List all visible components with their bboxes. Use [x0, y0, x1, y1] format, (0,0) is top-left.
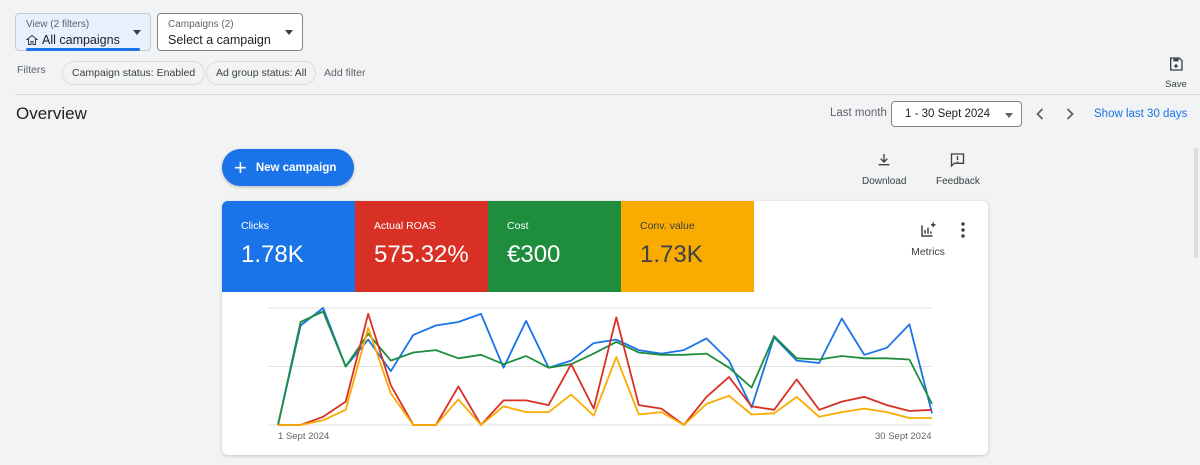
- chart-series-line-0: [277, 307, 933, 426]
- chevron-down-icon: [133, 30, 141, 35]
- download-icon: [878, 154, 890, 166]
- feedback-button[interactable]: Feedback: [936, 152, 980, 187]
- chart-series-line-3: [278, 327, 932, 426]
- x-axis-end-label: 30 Sept 2024: [875, 431, 932, 442]
- page-title: Overview: [16, 104, 87, 123]
- date-range-label: Last month: [830, 107, 887, 119]
- chevron-right-icon: [1066, 108, 1074, 120]
- x-axis-start-label: 1 Sept 2024: [278, 431, 330, 442]
- more-options-button[interactable]: [958, 221, 968, 239]
- save-button[interactable]: Save: [1160, 56, 1192, 90]
- metric-value: €300: [507, 241, 561, 268]
- chevron-left-icon: [1036, 108, 1044, 120]
- metric-name: Conv. value: [640, 220, 695, 232]
- scrollbar[interactable]: [1194, 148, 1198, 258]
- feedback-label: Feedback: [936, 176, 980, 187]
- metric-tile-cost[interactable]: Cost €300: [488, 201, 621, 292]
- filter-chip-campaign-status[interactable]: Campaign status: Enabled: [62, 61, 206, 85]
- campaign-selector-caption: Campaigns (2): [168, 19, 234, 30]
- view-selector[interactable]: View (2 filters) All campaigns: [15, 13, 151, 51]
- metric-tile-conv-value[interactable]: Conv. value 1.73K: [621, 201, 754, 292]
- save-icon: [1170, 57, 1183, 71]
- header-divider: [15, 94, 1200, 95]
- home-icon: [26, 34, 38, 45]
- download-label: Download: [862, 176, 907, 187]
- metric-value: 575.32%: [374, 241, 469, 268]
- add-chart-icon: [921, 222, 936, 237]
- view-selector-caption: View (2 filters): [26, 19, 90, 30]
- view-selector-label: All campaigns: [42, 33, 120, 47]
- overview-card: Clicks 1.78K Actual ROAS 575.32% Cost €3…: [222, 201, 988, 455]
- save-label: Save: [1165, 79, 1187, 90]
- new-campaign-button[interactable]: + New campaign: [222, 149, 354, 186]
- next-period-button[interactable]: [1060, 104, 1080, 124]
- more-vert-icon: [961, 222, 965, 238]
- metrics-label: Metrics: [911, 246, 945, 258]
- metric-name: Clicks: [241, 220, 269, 232]
- chevron-down-icon: [285, 30, 293, 35]
- filters-label: Filters: [17, 64, 46, 76]
- date-range-selector[interactable]: 1 - 30 Sept 2024: [891, 101, 1022, 127]
- download-button[interactable]: Download: [862, 152, 906, 187]
- plus-icon: +: [234, 154, 247, 180]
- metric-value: 1.73K: [640, 241, 703, 268]
- view-selector-indicator: [26, 48, 140, 51]
- metric-name: Cost: [507, 220, 529, 232]
- feedback-icon: [951, 153, 965, 168]
- chart-series-line-2: [278, 312, 933, 426]
- filter-chip-ad-group-status[interactable]: Ad group status: All: [206, 61, 317, 85]
- chart-series-line-1: [277, 310, 933, 426]
- date-range-value: 1 - 30 Sept 2024: [905, 108, 991, 120]
- show-last-30-days-link[interactable]: Show last 30 days: [1094, 108, 1188, 120]
- new-campaign-label: New campaign: [255, 161, 337, 174]
- add-filter-link[interactable]: Add filter: [324, 67, 366, 79]
- metrics-button[interactable]: Metrics: [905, 221, 951, 258]
- metric-name: Actual ROAS: [374, 220, 436, 232]
- metric-tile-actual-roas[interactable]: Actual ROAS 575.32%: [355, 201, 488, 292]
- metric-tile-clicks[interactable]: Clicks 1.78K: [222, 201, 355, 292]
- campaign-selector-label: Select a campaign: [168, 33, 271, 47]
- metric-value: 1.78K: [241, 241, 304, 268]
- chevron-down-icon: [1005, 113, 1013, 118]
- previous-period-button[interactable]: [1030, 104, 1050, 124]
- campaign-selector[interactable]: Campaigns (2) Select a campaign: [157, 13, 303, 51]
- performance-line-chart: [268, 307, 933, 426]
